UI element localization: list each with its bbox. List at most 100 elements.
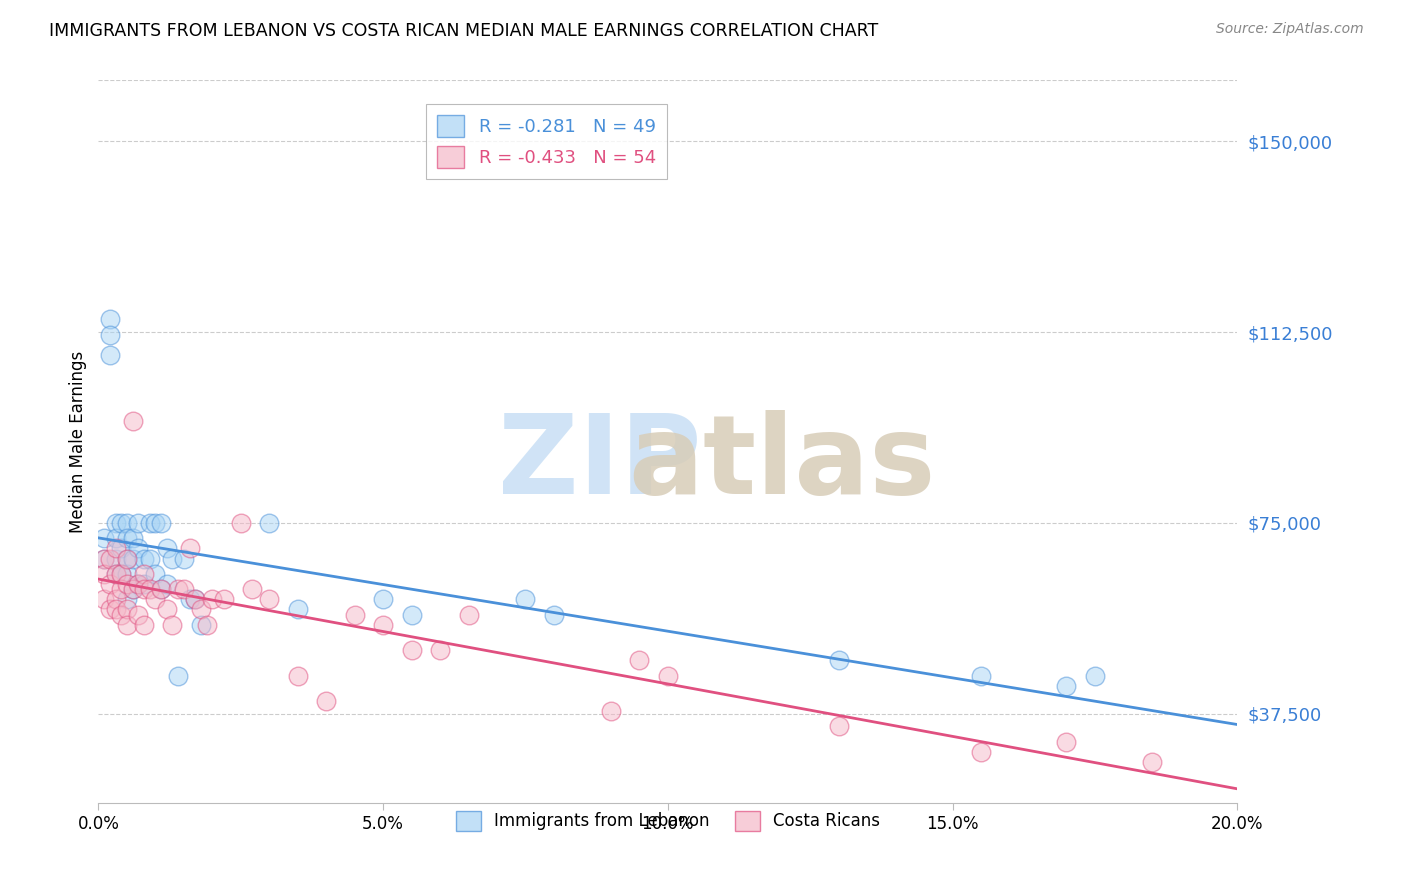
Point: [121, 582, 143, 596]
Point: [240, 582, 263, 596]
Point: [1140, 755, 1163, 769]
Y-axis label: Median Male Earnings: Median Male Earnings: [69, 351, 87, 533]
Point: [104, 592, 127, 607]
Point: [132, 582, 155, 596]
Point: [970, 668, 993, 682]
Point: [229, 516, 252, 530]
Point: [343, 607, 366, 622]
Point: [190, 602, 212, 616]
Point: [110, 566, 132, 581]
Point: [132, 566, 155, 581]
Point: [195, 617, 218, 632]
Point: [93, 531, 115, 545]
Point: [127, 607, 149, 622]
Point: [98, 551, 121, 566]
Point: [167, 582, 190, 596]
Point: [132, 617, 155, 632]
Point: [259, 516, 281, 530]
Point: [156, 602, 179, 616]
Point: [121, 414, 143, 428]
Point: [115, 551, 138, 566]
Point: [150, 516, 173, 530]
Point: [162, 617, 184, 632]
Point: [93, 551, 115, 566]
Point: [145, 566, 167, 581]
Point: [543, 607, 565, 622]
Point: [98, 602, 121, 616]
Point: [110, 566, 132, 581]
Point: [201, 592, 224, 607]
Point: [1084, 668, 1107, 682]
Point: [115, 592, 138, 607]
Point: [150, 582, 173, 596]
Point: [127, 577, 149, 591]
Point: [457, 607, 479, 622]
Point: [115, 577, 138, 591]
Point: [110, 582, 132, 596]
Point: [259, 592, 281, 607]
Point: [93, 592, 115, 607]
Point: [828, 719, 851, 733]
Point: [127, 541, 149, 556]
Point: [132, 551, 155, 566]
Point: [115, 531, 138, 545]
Legend: Immigrants from Lebanon, Costa Ricans: Immigrants from Lebanon, Costa Ricans: [449, 805, 887, 838]
Point: [127, 577, 149, 591]
Point: [173, 582, 195, 596]
Point: [162, 551, 184, 566]
Point: [401, 643, 423, 657]
Point: [104, 566, 127, 581]
Point: [212, 592, 235, 607]
Point: [138, 516, 160, 530]
Point: [115, 566, 138, 581]
Text: Source: ZipAtlas.com: Source: ZipAtlas.com: [1216, 22, 1364, 37]
Point: [104, 516, 127, 530]
Point: [104, 551, 127, 566]
Point: [515, 592, 537, 607]
Point: [110, 607, 132, 622]
Point: [429, 643, 451, 657]
Point: [98, 348, 121, 362]
Point: [98, 577, 121, 591]
Point: [657, 668, 679, 682]
Point: [132, 577, 155, 591]
Point: [287, 668, 309, 682]
Point: [1056, 735, 1078, 749]
Point: [628, 653, 651, 667]
Point: [104, 541, 127, 556]
Point: [145, 516, 167, 530]
Point: [828, 653, 851, 667]
Point: [145, 592, 167, 607]
Point: [104, 531, 127, 545]
Point: [287, 602, 309, 616]
Point: [127, 516, 149, 530]
Point: [115, 617, 138, 632]
Point: [98, 312, 121, 326]
Point: [110, 516, 132, 530]
Point: [1056, 679, 1078, 693]
Point: [173, 551, 195, 566]
Point: [401, 607, 423, 622]
Text: atlas: atlas: [628, 409, 935, 516]
Point: [184, 592, 207, 607]
Point: [115, 516, 138, 530]
Point: [121, 551, 143, 566]
Point: [156, 577, 179, 591]
Point: [93, 566, 115, 581]
Point: [138, 582, 160, 596]
Point: [98, 327, 121, 342]
Point: [373, 617, 395, 632]
Point: [184, 592, 207, 607]
Point: [315, 694, 337, 708]
Point: [104, 566, 127, 581]
Point: [115, 602, 138, 616]
Point: [93, 551, 115, 566]
Text: IMMIGRANTS FROM LEBANON VS COSTA RICAN MEDIAN MALE EARNINGS CORRELATION CHART: IMMIGRANTS FROM LEBANON VS COSTA RICAN M…: [49, 22, 879, 40]
Point: [970, 745, 993, 759]
Point: [138, 551, 160, 566]
Point: [167, 668, 190, 682]
Point: [373, 592, 395, 607]
Point: [179, 541, 201, 556]
Point: [190, 617, 212, 632]
Point: [150, 582, 173, 596]
